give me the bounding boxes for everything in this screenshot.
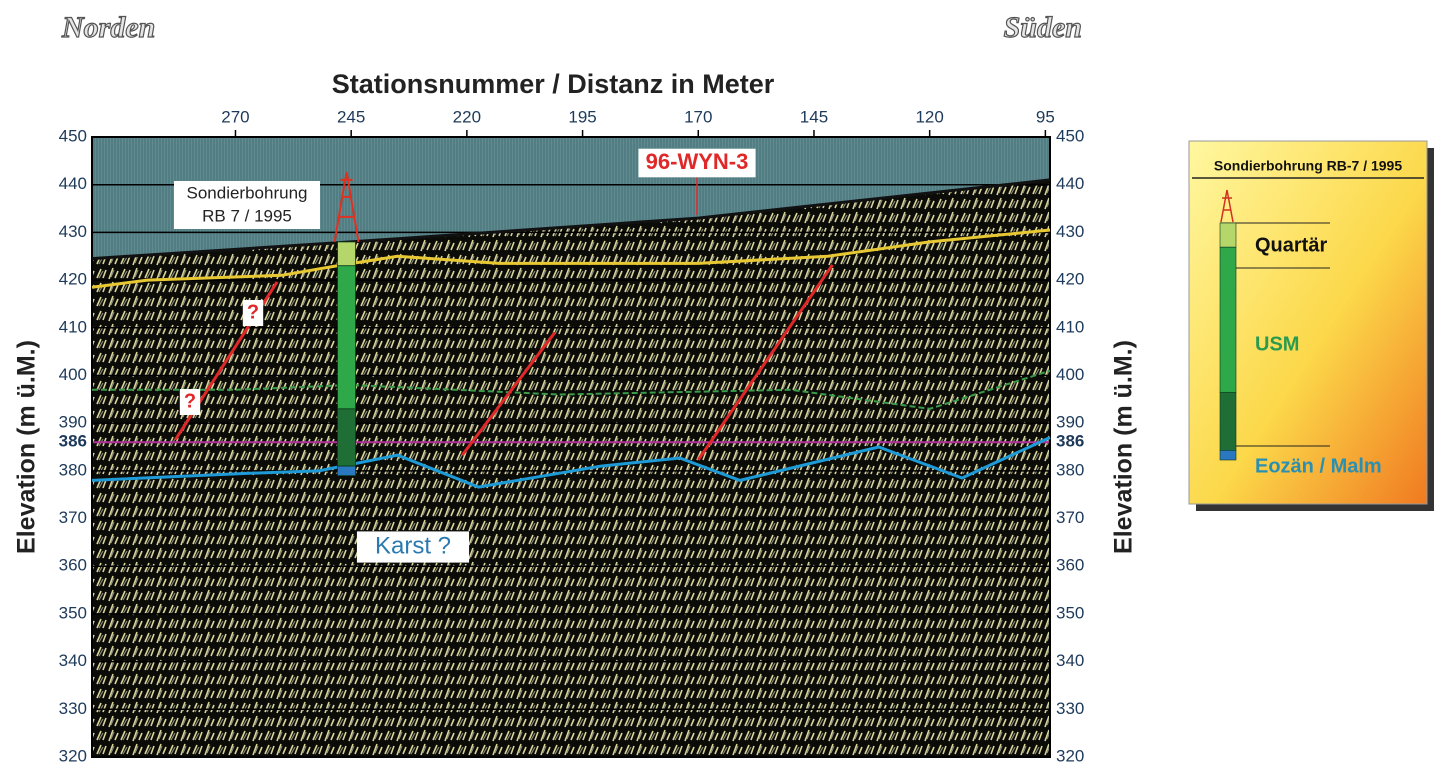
y2-tick-label: 320 — [1056, 746, 1084, 765]
legend-column-layer — [1220, 392, 1236, 450]
y2-axis-label: Elevation (m ü.M.) — [1110, 340, 1138, 554]
y2-tick-label: 420 — [1056, 270, 1084, 289]
x-tick-label: 195 — [568, 107, 596, 126]
borehole-layer — [338, 266, 356, 409]
y-tick-label: 400 — [59, 365, 87, 384]
y2-tick-label: 410 — [1056, 317, 1084, 336]
y-tick-label: 380 — [59, 460, 87, 479]
legend-title: Sondierbohrung RB-7 / 1995 — [1214, 158, 1402, 174]
y2-tick-label: 370 — [1056, 508, 1084, 527]
y2-tick-label: 340 — [1056, 651, 1084, 670]
borehole-layer — [338, 242, 356, 266]
y2-tick-label: 430 — [1056, 222, 1084, 241]
y2-tick-label: 380 — [1056, 460, 1084, 479]
borehole-label: Sondierbohrung — [187, 183, 308, 202]
y-tick-label: 320 — [59, 746, 87, 765]
y2-tick-label: 390 — [1056, 413, 1084, 432]
x-tick-label: 170 — [684, 107, 712, 126]
legend-column-layer — [1220, 247, 1236, 392]
legend-entry: USM — [1255, 333, 1299, 355]
borehole-label: RB 7 / 1995 — [202, 206, 292, 225]
legend-column-layer — [1220, 450, 1236, 460]
x-tick-label: 120 — [915, 107, 943, 126]
y-tick-label: 340 — [59, 651, 87, 670]
y-tick-label: 450 — [59, 126, 87, 145]
y-tick-label: 350 — [59, 603, 87, 622]
x-tick-label: 145 — [800, 107, 828, 126]
chart-title: Stationsnummer / Distanz in Meter — [332, 69, 775, 99]
legend: Sondierbohrung RB-7 / 1995 Quartär USM Eozä… — [1189, 141, 1434, 511]
y2-tick-label: 330 — [1056, 699, 1084, 718]
y-tick-label: 440 — [59, 174, 87, 193]
y-tick-label: 360 — [59, 556, 87, 575]
x-tick-label: 270 — [221, 107, 249, 126]
reference-label: 386 — [1056, 432, 1084, 451]
y-tick-label: 390 — [59, 413, 87, 432]
y2-tick-label: 360 — [1056, 556, 1084, 575]
y-axis-label: Elevation (m ü.M.) — [13, 340, 41, 554]
y2-tick-label: 450 — [1056, 126, 1084, 145]
y2-tick-label: 350 — [1056, 603, 1084, 622]
annotation: ? — [184, 390, 196, 412]
y-tick-label: 420 — [59, 270, 87, 289]
x-tick-label: 95 — [1036, 107, 1055, 126]
annotation: Karst ? — [375, 532, 451, 559]
x-tick-label: 245 — [337, 107, 365, 126]
south-label: Süden — [1004, 11, 1082, 44]
y2-tick-label: 440 — [1056, 174, 1084, 193]
north-label: Norden — [61, 11, 155, 44]
y-tick-label: 410 — [59, 317, 87, 336]
y-tick-label: 430 — [59, 222, 87, 241]
x-tick-label: 220 — [453, 107, 481, 126]
annotation: ? — [247, 301, 259, 323]
legend-entry: Eozän / Malm — [1255, 455, 1382, 477]
y-tick-label: 370 — [59, 508, 87, 527]
figure: Norden Süden Stationsnummer / Distanz in… — [0, 0, 1443, 765]
plot: 320 320 330 330 340 340 350 350 360 360 370 370 380 3… — [59, 107, 1085, 765]
borehole-layer — [338, 466, 356, 476]
borehole-layer — [338, 409, 356, 466]
y2-tick-label: 400 — [1056, 365, 1084, 384]
legend-column-layer — [1220, 223, 1236, 247]
y-tick-label: 330 — [59, 699, 87, 718]
legend-entry: Quartär — [1255, 234, 1327, 256]
reference-label: 386 — [59, 432, 87, 451]
annotation: 96-WYN-3 — [646, 149, 749, 174]
